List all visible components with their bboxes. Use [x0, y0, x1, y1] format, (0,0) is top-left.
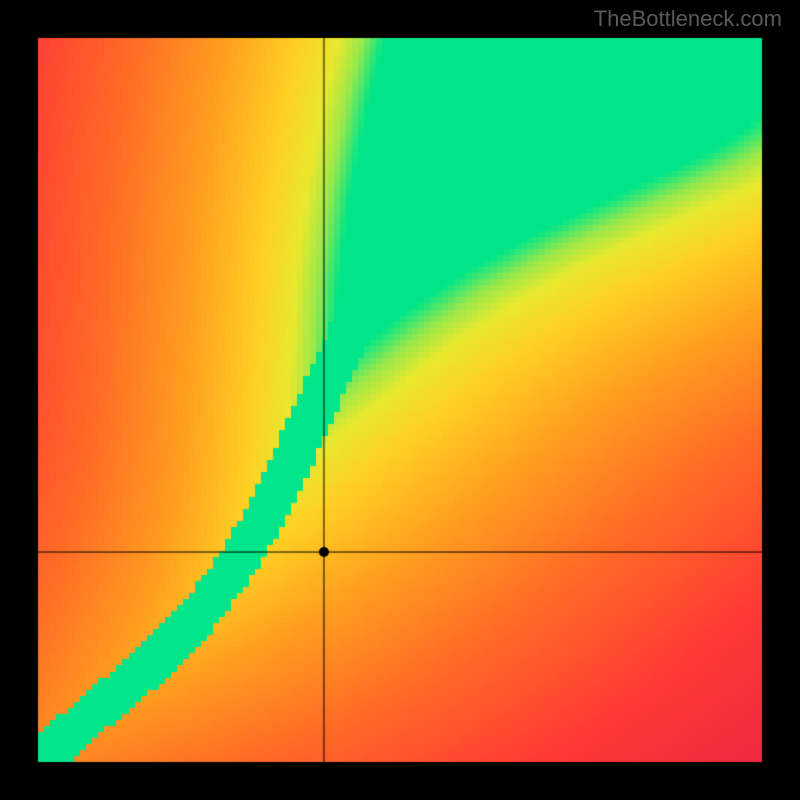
watermark-label: TheBottleneck.com: [594, 6, 782, 32]
bottleneck-heatmap: [0, 0, 800, 800]
